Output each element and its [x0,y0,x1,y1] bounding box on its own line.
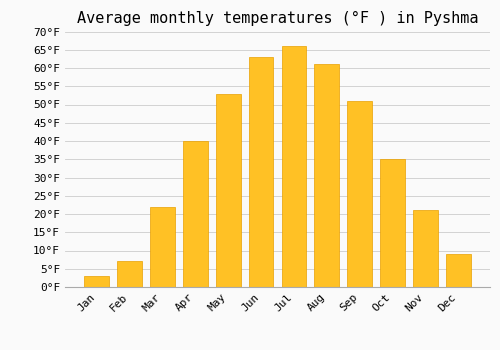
Bar [84,276,109,287]
Bar [380,159,405,287]
Bar [413,210,438,287]
Bar [282,46,306,287]
Bar [446,254,470,287]
Title: Average monthly temperatures (°F ) in Pyshma: Average monthly temperatures (°F ) in Py… [77,11,478,26]
Bar [216,93,240,287]
Bar [150,207,174,287]
Bar [248,57,274,287]
Bar [314,64,339,287]
Bar [183,141,208,287]
Bar [348,101,372,287]
Bar [117,261,142,287]
